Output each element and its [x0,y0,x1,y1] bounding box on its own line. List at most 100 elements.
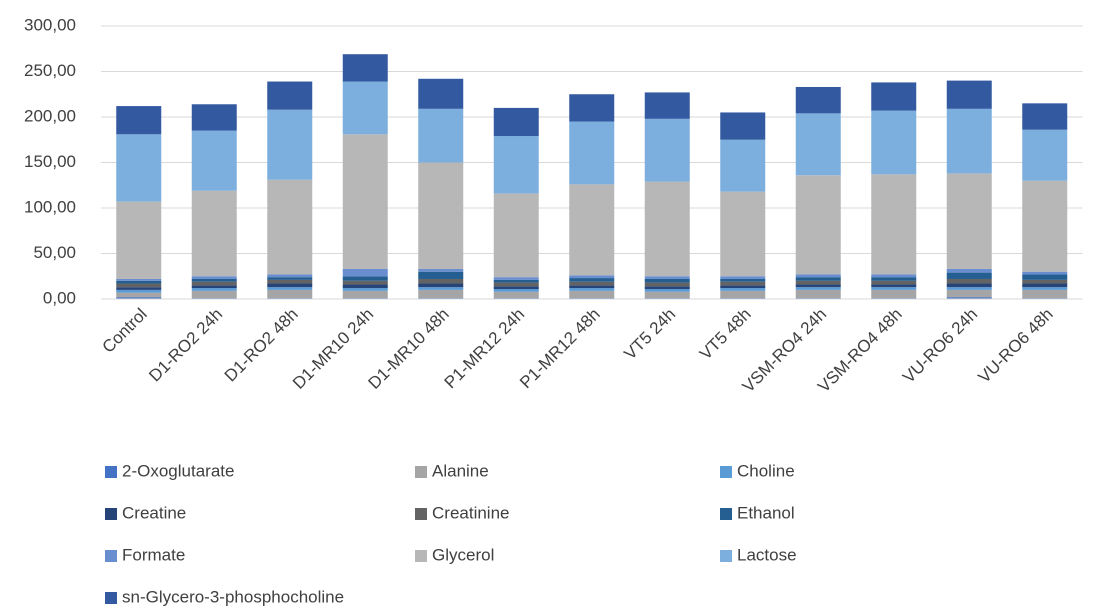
bar-segment [569,290,615,299]
bar-segment [116,134,162,202]
bar-segment [644,288,690,292]
legend-label: Creatinine [432,503,510,522]
bar-segment [493,277,539,280]
bar-segment [720,191,766,277]
bar-segment [191,190,237,277]
bar-segment [946,289,992,298]
bar-segment [116,283,162,288]
bar-segment [720,112,766,140]
bar-segment [795,274,841,278]
x-tick-label: P1-MR12 48h [516,305,604,393]
bar-segment [644,291,690,299]
bar-segment [946,268,992,273]
bar-segment [191,278,237,282]
x-tick-label: D1-RO2 24h [145,305,226,386]
bar-segment [946,173,992,269]
bar-segment [795,86,841,114]
bar-segment [644,276,690,279]
bar-segment [493,288,539,292]
x-tick-label: VU-RO6 48h [974,305,1056,387]
bar-segment [644,118,690,182]
bar-segment [946,272,992,279]
bar-segment [116,289,162,293]
bar-segment [116,280,162,284]
bar-segment [418,278,464,284]
bar-segment [342,284,388,289]
bar-segment [116,278,162,281]
bar-segment [191,290,237,299]
bar-segment [342,268,388,277]
legend-swatch [105,550,117,562]
legend-swatch [105,592,117,604]
bar-segment [946,297,992,299]
y-tick-label: 200,00 [24,106,76,125]
bar-segment [644,181,690,277]
x-tick-label: Control [99,305,151,357]
bar-segment [267,274,313,278]
y-tick-label: 250,00 [24,61,76,80]
bar-segment [946,108,992,174]
legend-label: sn-Glycero-3-phosphocholine [122,587,344,606]
legend-swatch [415,550,427,562]
bar-segment [116,287,162,290]
legend-swatch [720,550,732,562]
bar-segment [569,278,615,282]
y-tick-label: 100,00 [24,197,76,216]
bar-segment [1022,283,1068,288]
x-tick-label: D1-RO2 48h [221,305,302,386]
bar-segment [871,289,917,299]
bar-segment [267,287,313,290]
legend-swatch [720,466,732,478]
bar-segment [644,282,690,287]
bar-segment [342,54,388,82]
bar-segment [946,287,992,290]
bar-segment [342,290,388,299]
bar-segment [1022,279,1068,284]
legend-label: Ethanol [737,503,795,522]
bar-segment [1022,274,1068,280]
bar-segment [569,288,615,291]
bar-segment [267,279,313,284]
bar-segment [871,82,917,111]
bar-segment [342,276,388,281]
legend-label: Alanine [432,461,489,480]
bar-segment [191,281,237,286]
bar-segment [1022,129,1068,181]
bar-segment [267,277,313,280]
bar-segment [720,285,766,289]
bar-segment [795,289,841,299]
bar-segment [946,278,992,284]
bar-segment [871,284,917,288]
legend-swatch [415,466,427,478]
y-tick-label: 0,00 [43,288,76,307]
x-tick-label: D1-MR10 48h [364,305,452,393]
bar-segment [795,113,841,176]
bar-segment [342,81,388,135]
bar-segment [267,179,313,275]
bar-segment [795,280,841,285]
bar-segment [795,284,841,288]
bar-segment [418,162,464,269]
bar-segment [493,279,539,283]
bar-segment [418,268,464,272]
bar-segment [871,110,917,175]
bar-segment [569,94,615,122]
bar-segment [1022,287,1068,290]
bar-segment [493,286,539,289]
bar-segment [569,184,615,276]
bar-segment [871,277,917,281]
legend-label: Lactose [737,545,797,564]
bar-segment [116,106,162,135]
legend-swatch [720,508,732,520]
bar-segment [342,280,388,285]
bar-segment [418,289,464,299]
bar-segment [493,107,539,137]
bar-segment [569,285,615,289]
y-tick-label: 50,00 [33,243,76,262]
bar-segment [493,291,539,299]
bar-segment [1022,103,1068,130]
bar-segment [267,283,313,288]
y-tick-label: 150,00 [24,152,76,171]
bar-segment [569,275,615,279]
